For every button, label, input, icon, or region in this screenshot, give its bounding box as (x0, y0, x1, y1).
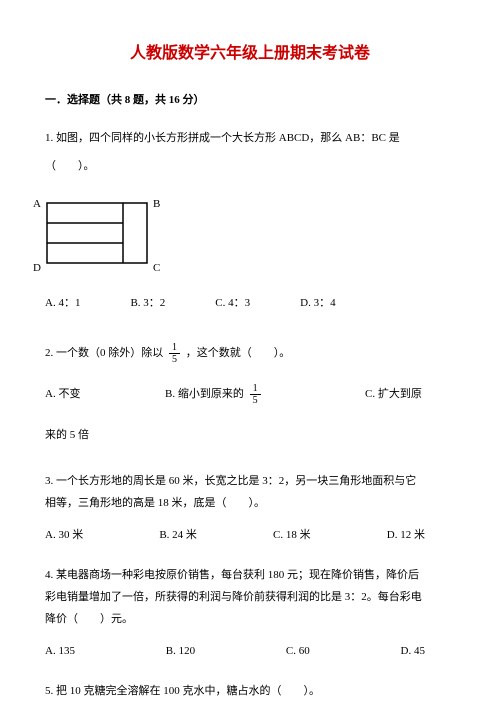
diagram-label-a: A (33, 193, 41, 215)
q1-option-d: D. 3：4 (300, 292, 335, 314)
q1-option-a: A. 4：1 (45, 292, 80, 314)
q1-option-b: B. 3：2 (130, 292, 165, 314)
question-2: 2. 一个数（0 除外）除以 1 5 ，这个数就（ ）。 A. 不变 B. 缩小… (45, 342, 455, 446)
question-5: 5. 把 10 克糖完全溶解在 100 克水中，糖占水的（ ）。 (45, 680, 455, 702)
q4-option-c: C. 60 (286, 640, 310, 662)
q2-fraction: 1 5 (169, 342, 180, 365)
q4-text-line1: 4. 某电器商场一种彩电按原价销售，每台获利 180 元；现在降价销售，降价后 (45, 564, 455, 586)
q1-option-c: C. 4：3 (215, 292, 250, 314)
frac-den: 5 (169, 354, 180, 365)
frac-num-b: 1 (250, 383, 261, 395)
q2-option-a: A. 不变 (45, 383, 165, 406)
q4-text-line3: 降价（ ）元。 (45, 608, 455, 630)
q4-option-a: A. 135 (45, 640, 75, 662)
q2-option-c: C. 扩大到原 (365, 383, 422, 406)
q3-option-a: A. 30 米 (45, 524, 83, 546)
q3-text-line2: 相等，三角形地的高是 18 米，底是（ ）。 (45, 492, 455, 514)
question-4: 4. 某电器商场一种彩电按原价销售，每台获利 180 元；现在降价销售，降价后 … (45, 564, 455, 662)
frac-den-b: 5 (250, 395, 261, 406)
q2-text-before: 2. 一个数（0 除外）除以 (45, 347, 163, 359)
q2-option-b: B. 缩小到原来的 1 5 (165, 383, 365, 406)
diagram-label-c: C (153, 257, 160, 279)
q3-text-line1: 3. 一个长方形地的周长是 60 米，长宽之比是 3：2，另一块三角形地面积与它 (45, 470, 455, 492)
q2-text: 2. 一个数（0 除外）除以 1 5 ，这个数就（ ）。 (45, 342, 455, 365)
q2-opt-b-fraction: 1 5 (250, 383, 261, 406)
question-3: 3. 一个长方形地的周长是 60 米，长宽之比是 3：2，另一块三角形地面积与它… (45, 470, 455, 546)
q2-text-line2: 来的 5 倍 (45, 424, 455, 446)
q4-option-d: D. 45 (401, 640, 425, 662)
q2-options: A. 不变 B. 缩小到原来的 1 5 C. 扩大到原 (45, 383, 455, 406)
q3-option-b: B. 24 米 (159, 524, 197, 546)
q5-text: 5. 把 10 克糖完全溶解在 100 克水中，糖占水的（ ）。 (45, 680, 455, 702)
q4-options: A. 135 B. 120 C. 60 D. 45 (45, 640, 455, 662)
rectangle-diagram-svg (45, 195, 155, 270)
diagram-label-b: B (153, 193, 160, 215)
q1-diagram: A B C D (45, 195, 175, 270)
section-header: 一．选择题（共 8 题，共 16 分） (45, 91, 455, 111)
q1-text-line2: （ ）。 (45, 155, 455, 177)
q1-text-line1: 1. 如图，四个同样的小长方形拼成一个大长方形 ABCD，那么 AB：BC 是 (45, 127, 455, 149)
q4-option-b: B. 120 (166, 640, 195, 662)
q3-option-d: D. 12 米 (387, 524, 425, 546)
diagram-label-d: D (33, 257, 41, 279)
exam-title: 人教版数学六年级上册期末考试卷 (45, 40, 455, 69)
q2-text-after: ，这个数就（ ）。 (186, 347, 291, 359)
frac-num: 1 (169, 342, 180, 354)
q3-options: A. 30 米 B. 24 米 C. 18 米 D. 12 米 (45, 524, 455, 546)
q1-options: A. 4：1 B. 3：2 C. 4：3 D. 3：4 (45, 292, 455, 314)
q3-option-c: C. 18 米 (273, 524, 311, 546)
question-1: 1. 如图，四个同样的小长方形拼成一个大长方形 ABCD，那么 AB：BC 是 … (45, 127, 455, 314)
q2-option-b-before: B. 缩小到原来的 (165, 388, 244, 400)
q4-text-line2: 彩电销量增加了一倍，所获得的利润与降价前获得利润的比是 3：2。每台彩电 (45, 586, 455, 608)
